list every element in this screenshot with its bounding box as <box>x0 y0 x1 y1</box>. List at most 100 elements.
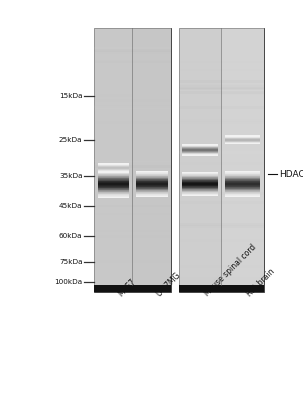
Bar <box>225 183 260 184</box>
Bar <box>182 153 218 154</box>
Bar <box>225 174 260 176</box>
Bar <box>225 170 260 172</box>
Bar <box>94 166 171 168</box>
Bar <box>182 174 218 176</box>
Bar <box>179 213 264 216</box>
Bar <box>98 186 129 188</box>
Bar <box>98 166 129 167</box>
Bar <box>94 260 171 263</box>
Bar <box>98 185 129 186</box>
Bar <box>182 146 218 147</box>
Bar <box>98 190 129 191</box>
Bar <box>98 194 129 195</box>
Bar <box>98 196 129 197</box>
Bar <box>182 191 218 192</box>
Bar <box>225 187 260 188</box>
Bar <box>136 174 168 175</box>
Bar <box>225 139 260 140</box>
Bar <box>94 106 171 109</box>
Bar <box>225 142 260 143</box>
Bar <box>182 172 218 173</box>
Bar <box>98 170 129 171</box>
Bar <box>98 184 129 186</box>
Bar <box>179 225 264 228</box>
Bar <box>182 178 218 179</box>
Bar <box>94 60 171 63</box>
Bar <box>179 84 264 86</box>
Bar <box>136 172 168 173</box>
Bar <box>98 167 129 168</box>
Bar <box>98 178 129 179</box>
Bar <box>182 147 218 148</box>
Bar <box>225 142 260 143</box>
Bar <box>182 188 218 189</box>
Bar <box>225 139 260 140</box>
Bar <box>182 193 218 194</box>
Bar <box>179 69 264 72</box>
Bar <box>136 190 168 191</box>
Bar <box>182 181 218 182</box>
Bar <box>225 140 260 141</box>
Bar <box>182 149 218 150</box>
Bar <box>179 277 264 280</box>
Bar <box>179 162 264 165</box>
Bar <box>225 182 260 183</box>
Bar <box>179 106 264 109</box>
Bar <box>182 195 218 196</box>
Bar <box>225 138 260 139</box>
Bar <box>98 193 129 194</box>
Bar <box>136 172 168 174</box>
Bar <box>98 189 129 190</box>
Bar <box>182 152 218 153</box>
Bar <box>179 60 264 63</box>
Text: 35kDa: 35kDa <box>59 173 82 179</box>
Bar <box>182 144 218 145</box>
Bar <box>98 176 129 177</box>
Bar <box>136 184 168 185</box>
Bar <box>225 136 260 137</box>
Bar <box>225 179 260 180</box>
Bar <box>98 168 129 169</box>
Bar <box>98 164 129 165</box>
Bar <box>136 176 168 178</box>
Bar <box>94 99 171 102</box>
Bar <box>182 176 218 178</box>
Bar <box>98 172 129 173</box>
Bar <box>225 139 260 140</box>
Bar <box>98 186 129 187</box>
Bar <box>94 28 171 292</box>
Bar <box>225 193 260 194</box>
Bar <box>182 179 218 180</box>
Bar <box>182 182 218 183</box>
Text: 75kDa: 75kDa <box>59 259 82 265</box>
Bar <box>225 175 260 176</box>
Text: Mouse spinal cord: Mouse spinal cord <box>203 243 258 298</box>
Bar <box>94 159 171 162</box>
Bar <box>98 177 129 178</box>
Bar <box>98 163 129 164</box>
Bar <box>225 181 260 182</box>
Bar <box>136 174 168 176</box>
Bar <box>98 172 129 173</box>
Bar <box>136 194 168 195</box>
Bar <box>182 183 218 184</box>
Bar <box>225 176 260 177</box>
Bar <box>182 149 218 150</box>
Bar <box>225 186 260 187</box>
Bar <box>98 168 129 169</box>
Bar <box>179 28 264 292</box>
Bar <box>182 185 218 186</box>
Bar <box>179 119 264 122</box>
Bar <box>94 236 171 238</box>
Bar <box>225 172 260 174</box>
Bar <box>179 88 264 90</box>
Bar <box>94 121 171 124</box>
Bar <box>182 144 218 145</box>
Bar <box>136 178 168 180</box>
Bar <box>225 140 260 141</box>
Bar <box>179 151 264 154</box>
Bar <box>94 285 171 292</box>
Bar <box>225 172 260 173</box>
Bar <box>98 168 129 169</box>
Bar <box>225 137 260 138</box>
